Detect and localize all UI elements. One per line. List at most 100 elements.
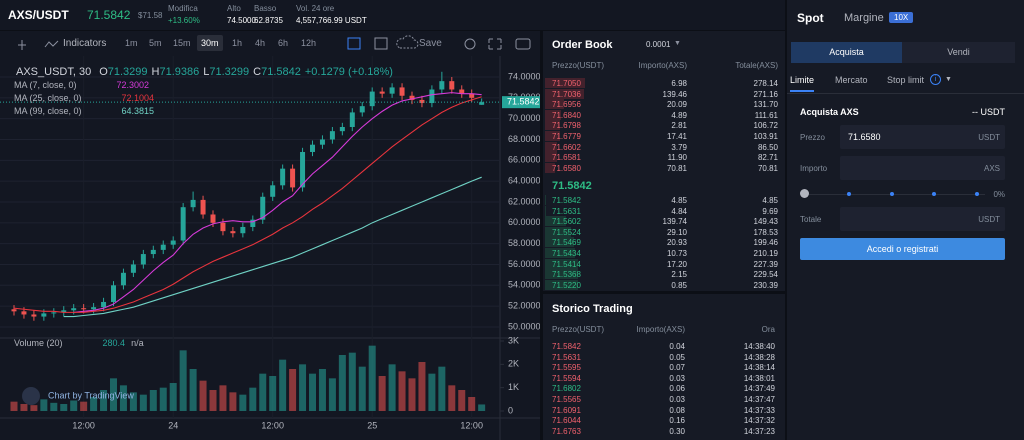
interval-button[interactable]: 6h bbox=[278, 38, 289, 48]
interval-button[interactable]: 1h bbox=[232, 38, 243, 48]
col-total: 149.43 bbox=[753, 217, 778, 227]
volume-bar bbox=[100, 390, 108, 411]
col-price: 71.5220 bbox=[552, 280, 581, 290]
candle-body bbox=[270, 185, 276, 197]
ma-name: MA (99, close, 0) bbox=[14, 106, 82, 116]
volume-bar bbox=[40, 399, 48, 411]
chart: 50.0000 52.0000 54.0000 56.0000 58.0000 60.00… bbox=[0, 56, 540, 440]
stat-label: Modifica bbox=[168, 4, 198, 13]
ma-legend: MA (25, close, 0) 72.1004 bbox=[14, 93, 154, 103]
depth-bar bbox=[545, 258, 578, 269]
candle-body bbox=[290, 168, 296, 188]
ma-value: 72.1004 bbox=[122, 93, 155, 103]
input-box[interactable] bbox=[840, 156, 1005, 180]
order-type-tab[interactable]: Stop limit bbox=[887, 75, 925, 85]
candle-body bbox=[300, 151, 306, 188]
col-price: 71.5631 bbox=[552, 206, 581, 216]
login-button[interactable]: Accedi o registrati bbox=[800, 238, 1005, 260]
candle-body bbox=[310, 144, 315, 152]
interval-button[interactable]: 1m bbox=[125, 38, 138, 48]
precision-select[interactable]: 0.0001 bbox=[646, 40, 671, 49]
slider-dot bbox=[975, 192, 979, 196]
interval-button[interactable]: 5m bbox=[149, 38, 162, 48]
image-icon[interactable] bbox=[374, 37, 388, 50]
bar-style-icon[interactable] bbox=[347, 37, 361, 50]
interval-button[interactable]: 15m bbox=[173, 38, 191, 48]
candle-body bbox=[71, 308, 77, 311]
depth-bar bbox=[545, 269, 578, 280]
col-amount: 70.81 bbox=[666, 163, 687, 173]
depth-bar bbox=[545, 205, 547, 216]
stat-value: 62.8735 bbox=[254, 16, 283, 25]
candle-body bbox=[409, 95, 415, 100]
trades-title: Storico Trading bbox=[552, 303, 633, 315]
depth-bar bbox=[545, 109, 562, 120]
indicators-button[interactable]: Indicators bbox=[63, 38, 107, 49]
form-title: Acquista AXS bbox=[800, 107, 859, 117]
col-price: 71.6581 bbox=[552, 153, 581, 163]
mid-price: 71.5842 bbox=[552, 180, 592, 192]
x-tick-label: 24 bbox=[168, 420, 178, 430]
column-header: Prezzo(USDT) bbox=[552, 61, 605, 70]
ma-value: 72.3002 bbox=[117, 80, 150, 90]
interval-button[interactable]: 30m bbox=[197, 35, 223, 51]
volume-bar bbox=[119, 385, 127, 411]
trade-time: 14:38:40 bbox=[743, 342, 775, 351]
x-tick-label: 12:00 bbox=[72, 420, 95, 430]
input-box[interactable] bbox=[840, 125, 1005, 149]
volume-bar bbox=[70, 400, 78, 411]
interval-button[interactable]: 12h bbox=[301, 38, 317, 48]
candle-body bbox=[160, 244, 166, 250]
volume-bar bbox=[169, 383, 177, 411]
total-box[interactable] bbox=[840, 207, 1005, 231]
tab-margin[interactable]: Margine bbox=[844, 12, 884, 24]
candle-body bbox=[111, 285, 116, 302]
pair: AXS/USDT bbox=[8, 8, 69, 22]
interval-button[interactable]: 4h bbox=[255, 38, 266, 48]
candle-body bbox=[250, 219, 256, 227]
col-price: 71.6779 bbox=[552, 132, 581, 141]
trade-price: 71.5594 bbox=[552, 373, 581, 383]
candle-body bbox=[419, 99, 425, 104]
candle-body bbox=[11, 309, 17, 312]
trade-time: 14:37:32 bbox=[743, 416, 775, 426]
camera-icon[interactable] bbox=[515, 38, 531, 50]
y-tick-label: 70.0000 bbox=[508, 113, 540, 123]
col-amount: 2.81 bbox=[671, 121, 687, 131]
side-buy[interactable]: Acquista bbox=[791, 42, 902, 63]
trade-price: 71.6802 bbox=[552, 384, 581, 394]
col-amount: 4.84 bbox=[671, 206, 687, 216]
divider bbox=[787, 93, 1024, 94]
order-type-tab[interactable]: Mercato bbox=[835, 75, 868, 85]
col-price: 71.6602 bbox=[552, 142, 581, 152]
col-total: 210.19 bbox=[753, 249, 778, 258]
slider-knob[interactable] bbox=[800, 189, 809, 198]
y-tick-label: 62.0000 bbox=[508, 196, 540, 206]
slider-dot bbox=[847, 192, 851, 196]
stat-value: 4,557,766.99 USDT bbox=[296, 16, 367, 25]
settings-icon[interactable] bbox=[464, 38, 476, 50]
candle-body bbox=[240, 226, 246, 234]
col-total: 271.16 bbox=[753, 89, 778, 99]
candle-body bbox=[319, 139, 325, 145]
volume-bar bbox=[418, 362, 426, 411]
depth-bar bbox=[545, 88, 584, 99]
header-bar bbox=[0, 0, 785, 30]
fullscreen-icon[interactable] bbox=[488, 38, 502, 50]
col-price: 71.6580 bbox=[552, 163, 581, 173]
col-total: 82.71 bbox=[757, 153, 778, 163]
candle-body bbox=[379, 91, 385, 94]
tab-spot[interactable]: Spot bbox=[797, 11, 824, 25]
volume-legend: Volume (20) 280.4 n/a bbox=[14, 338, 144, 348]
side-sell[interactable]: Vendi bbox=[902, 42, 1015, 63]
candle-body bbox=[349, 112, 355, 127]
cloud-icon[interactable] bbox=[396, 35, 419, 49]
trade-price: 71.5565 bbox=[552, 395, 581, 404]
info-icon: i bbox=[930, 74, 941, 85]
volume-bar bbox=[229, 392, 237, 411]
input-value: 71.6580 bbox=[848, 132, 881, 142]
save-button[interactable]: Save bbox=[419, 38, 442, 49]
candle-body bbox=[91, 307, 97, 310]
candle-body bbox=[429, 89, 435, 104]
order-type-tab[interactable]: Limite bbox=[790, 75, 815, 92]
